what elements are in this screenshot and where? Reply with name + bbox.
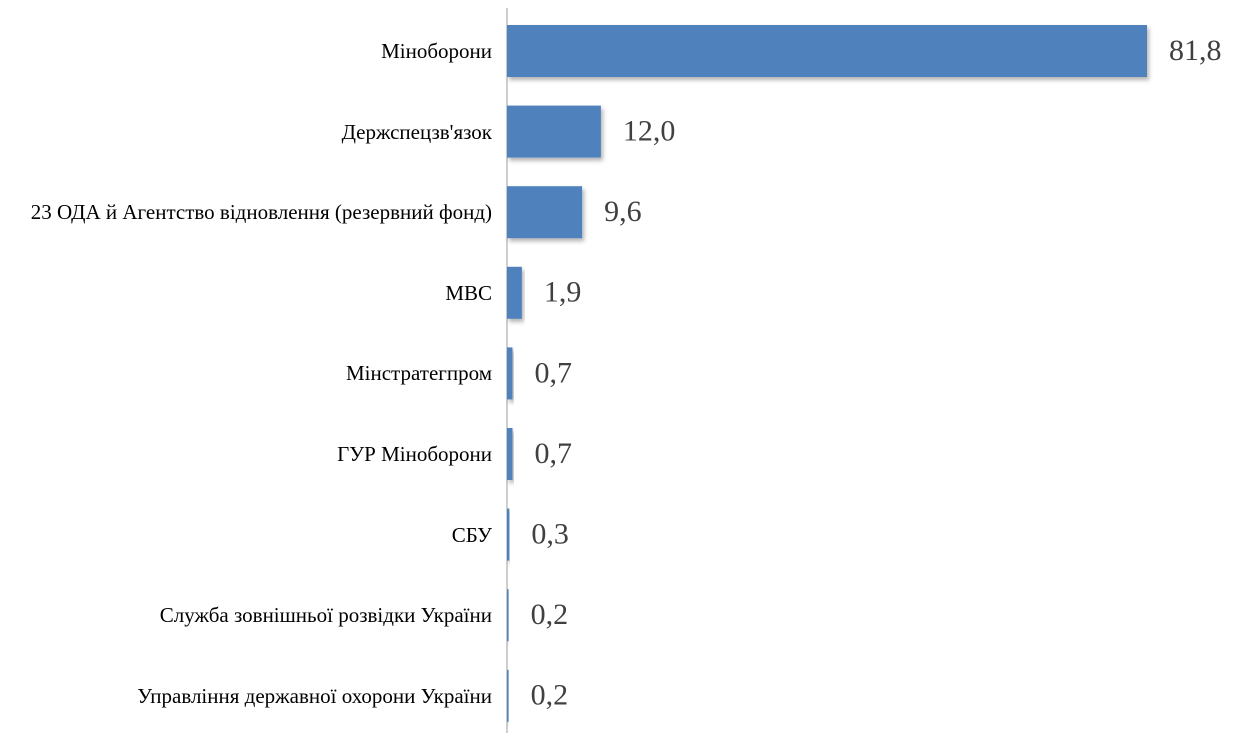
category-label: Міноборони [0, 38, 492, 64]
category-text: ГУР Міноборони [337, 442, 492, 466]
bar [507, 589, 509, 642]
bar [507, 508, 510, 561]
category-label: СБУ [0, 522, 492, 548]
value-label: 9,6 [604, 195, 642, 228]
category-label: ГУР Міноборони [0, 441, 492, 467]
category-text: Служба зовнішньої розвідки України [159, 603, 492, 628]
value-label: 0,3 [531, 517, 569, 550]
bar [507, 266, 522, 319]
category-label: Держспецзв'язок [0, 119, 492, 145]
value-label: 0,2 [531, 679, 569, 712]
category-label: МВС [0, 280, 492, 306]
category-label: Служба зовнішньої розвідки України [0, 602, 492, 628]
category-text: Держспецзв'язок [341, 119, 492, 144]
category-text: Управління державної охорони України [137, 683, 492, 708]
category-label: Управління державної охорони України [0, 683, 492, 709]
category-text: Мінстратегпром [345, 361, 492, 386]
category-label: Мінстратегпром [0, 360, 492, 386]
value-label: 81,8 [1169, 34, 1222, 67]
category-text: 23 ОДА й Агентство відновлення (резервни… [30, 200, 492, 225]
value-label: 0,7 [534, 356, 572, 389]
bar [507, 25, 1147, 77]
bar [507, 347, 513, 400]
category-label: 23 ОДА й Агентство відновлення (резервни… [0, 199, 492, 225]
category-text: МВС [445, 280, 492, 305]
value-label: 1,9 [544, 276, 582, 309]
category-text: СБУ [451, 522, 492, 547]
bar [507, 428, 513, 480]
value-label: 12,0 [623, 114, 676, 147]
bar [507, 669, 509, 722]
bar [507, 186, 583, 239]
value-label: 0,2 [531, 598, 569, 631]
value-label: 0,7 [534, 437, 572, 470]
bar [507, 105, 601, 158]
category-text: Міноборони [381, 39, 492, 63]
